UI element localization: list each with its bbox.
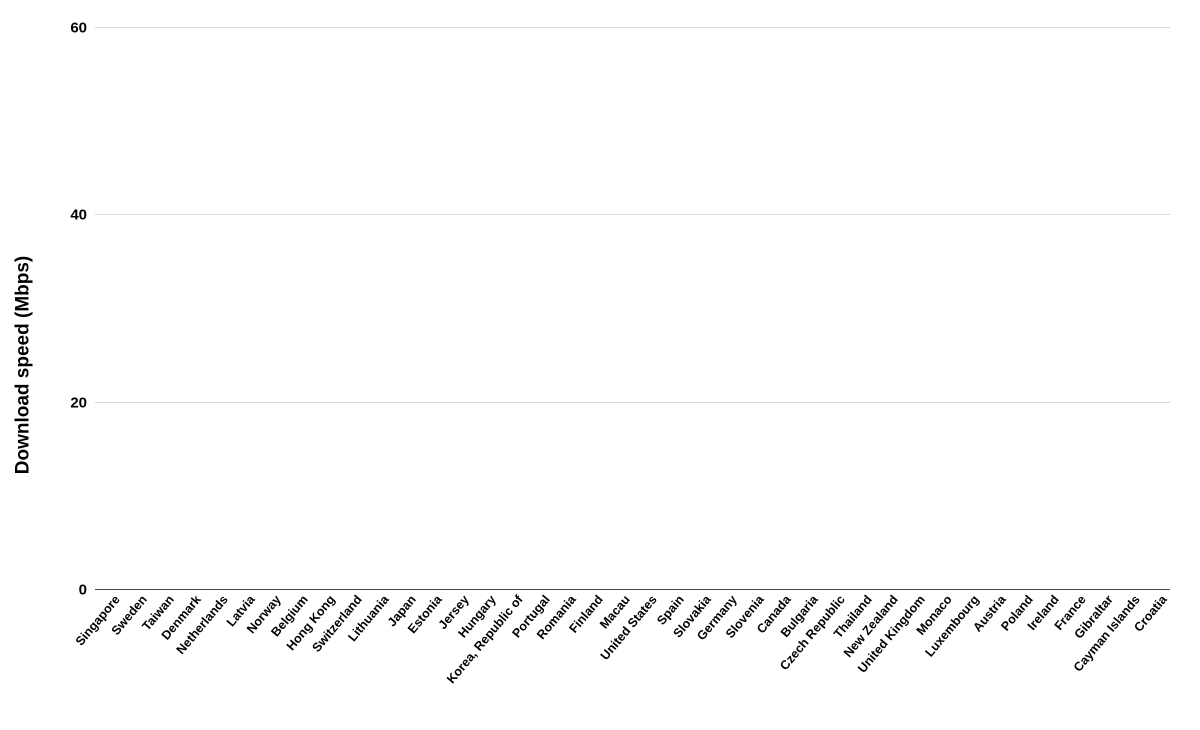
- bar-chart: Download speed (Mbps) SingaporeSwedenTai…: [0, 0, 1200, 730]
- plot-area: SingaporeSwedenTaiwanDenmarkNetherlandsL…: [95, 28, 1170, 590]
- y-axis-title: Download speed (Mbps): [12, 256, 34, 475]
- ytick-label: 0: [79, 582, 95, 599]
- bars-container: SingaporeSwedenTaiwanDenmarkNetherlandsL…: [95, 28, 1170, 590]
- gridline: [95, 27, 1170, 28]
- gridline: [95, 402, 1170, 403]
- gridline: [95, 589, 1170, 591]
- ytick-label: 40: [70, 207, 95, 224]
- ytick-label: 20: [70, 394, 95, 411]
- ytick-label: 60: [70, 20, 95, 37]
- gridline: [95, 214, 1170, 215]
- y-axis-title-container: Download speed (Mbps): [8, 0, 38, 730]
